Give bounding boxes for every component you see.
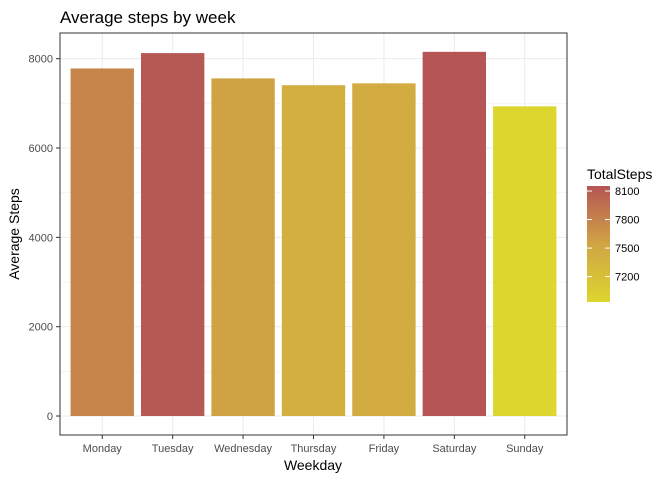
bar-friday [352,83,416,417]
legend: TotalSteps 8100 7800 7500 7200 [587,166,652,302]
x-tick-label: Friday [369,443,400,455]
legend-tick-label: 8100 [615,186,639,198]
x-axis: Monday Tuesday Wednesday Thursday Friday Satu… [83,435,544,455]
x-tick-label: Tuesday [152,443,194,455]
chart-title: Average steps by week [60,8,236,27]
bar-monday [70,68,134,417]
bar-saturday [422,51,487,417]
y-tick-label: 8000 [29,54,53,66]
y-tick-label: 6000 [29,143,53,155]
x-tick-label: Wednesday [214,443,272,455]
legend-ticks: 8100 7800 7500 7200 [587,186,639,284]
legend-title: TotalSteps [587,166,652,182]
bar-sunday [493,106,557,417]
y-tick-label: 0 [47,411,53,423]
y-tick-label: 4000 [29,232,53,244]
y-axis: 0 2000 4000 6000 8000 [29,54,60,423]
x-tick-label: Monday [83,443,123,455]
y-tick-label: 2000 [29,322,53,334]
bar-wednesday [211,78,275,417]
bar-tuesday [140,53,205,417]
legend-colorbar [587,186,610,302]
x-tick-label: Saturday [432,443,477,455]
bar-thursday [281,85,346,417]
x-tick-label: Thursday [291,443,337,455]
legend-tick-label: 7500 [615,243,639,255]
x-axis-title: Weekday [284,457,342,473]
legend-tick-label: 7800 [615,215,639,227]
y-axis-title: Average Steps [6,188,22,280]
x-tick-label: Sunday [506,443,544,455]
bars [70,51,557,417]
legend-tick-label: 7200 [615,272,639,284]
